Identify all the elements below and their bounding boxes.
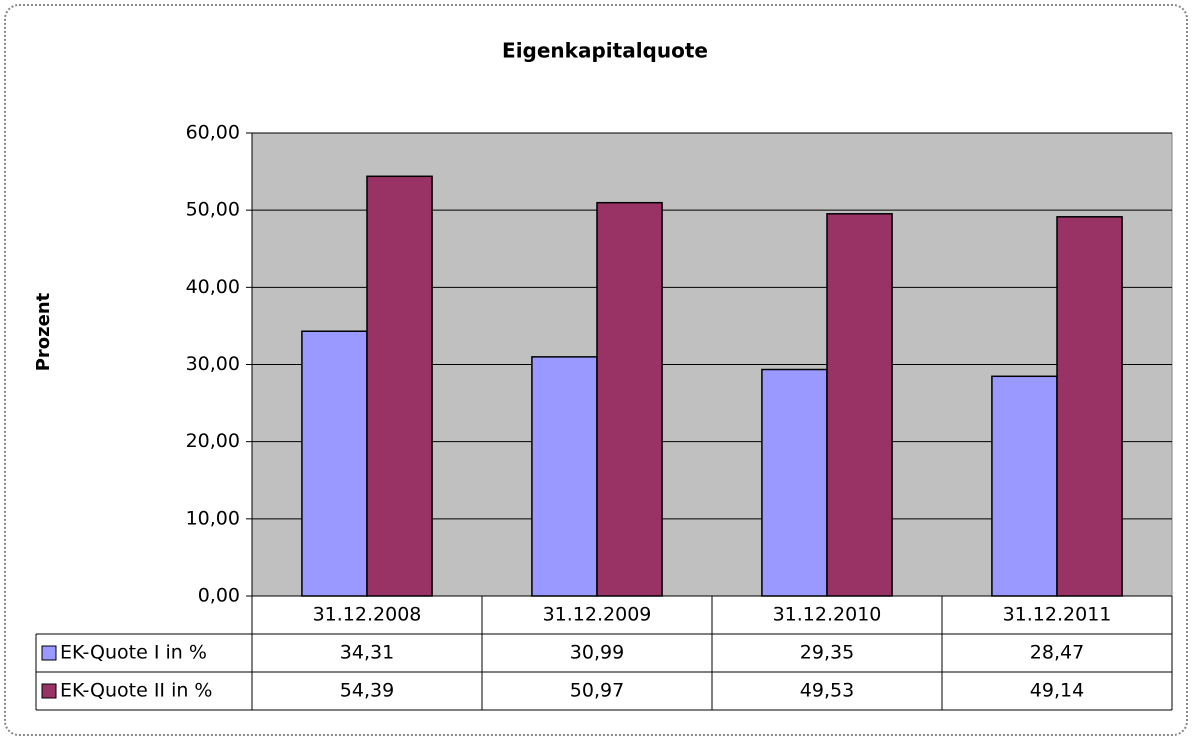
bar	[761, 368, 828, 597]
bar	[531, 356, 598, 597]
bar	[826, 213, 893, 597]
y-axis-label: Prozent	[33, 292, 54, 371]
chart-title: Eigenkapitalquote	[502, 39, 708, 63]
data-label: 30,99	[570, 642, 624, 664]
legend-label: EK-Quote I in %	[60, 642, 207, 664]
data-label: 34,31	[340, 642, 394, 664]
x-tick-label: 31.12.2010	[773, 604, 882, 626]
bar	[991, 375, 1058, 597]
legend-label: EK-Quote II in %	[60, 680, 212, 702]
y-tick-label: 50,00	[186, 199, 240, 221]
x-tick-label: 31.12.2009	[543, 604, 652, 626]
y-tick-label: 30,00	[186, 353, 240, 375]
x-tick-label: 31.12.2011	[1003, 604, 1112, 626]
bar	[366, 175, 433, 597]
data-label: 28,47	[1030, 642, 1084, 664]
bar	[1056, 216, 1123, 597]
x-tick-label: 31.12.2008	[313, 604, 422, 626]
legend-swatch	[41, 645, 57, 661]
y-tick-label: 0,00	[198, 585, 240, 607]
data-label: 50,97	[570, 680, 624, 702]
data-label: 49,53	[800, 680, 854, 702]
y-tick-label: 60,00	[186, 122, 240, 144]
y-tick-label: 40,00	[186, 276, 240, 298]
data-label: 49,14	[1030, 680, 1084, 702]
bar	[596, 201, 663, 597]
data-label: 54,39	[340, 680, 394, 702]
data-label: 29,35	[800, 642, 854, 664]
legend-swatch	[41, 683, 57, 699]
bar	[301, 330, 368, 597]
y-tick-label: 10,00	[186, 507, 240, 529]
y-tick-label: 20,00	[186, 430, 240, 452]
